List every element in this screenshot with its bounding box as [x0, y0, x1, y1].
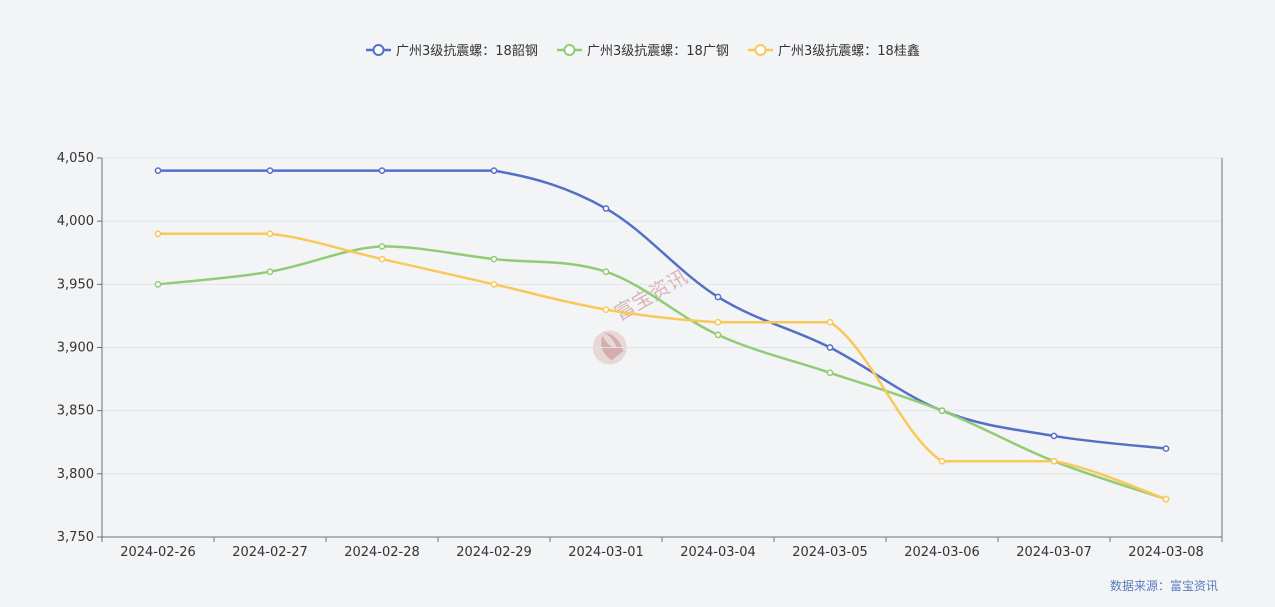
series-group	[154, 230, 1170, 503]
legend-marker-icon	[372, 44, 385, 56]
series-group	[154, 167, 1170, 452]
x-tick-label: 2024-03-07	[1016, 545, 1092, 560]
grid	[102, 157, 1222, 475]
data-point[interactable]	[938, 457, 946, 465]
source-label: 数据来源：富宝资讯	[1110, 578, 1218, 593]
y-tick-label: 4,000	[57, 214, 94, 229]
series-line	[157, 245, 1167, 501]
x-tick-label: 2024-03-06	[904, 545, 980, 560]
data-point[interactable]	[602, 205, 610, 212]
data-point[interactable]	[154, 167, 162, 174]
data-point[interactable]	[714, 331, 722, 339]
data-point[interactable]	[1050, 432, 1058, 440]
legend-label: 广州3级抗震螺：18广钢	[587, 44, 729, 59]
data-point[interactable]	[938, 407, 946, 415]
y-tick-label: 3,900	[57, 341, 94, 356]
data-point[interactable]	[714, 293, 722, 301]
series	[154, 167, 1170, 503]
y-tick-label: 3,800	[57, 467, 94, 482]
x-tick-label: 2024-02-27	[232, 545, 308, 560]
data-point[interactable]	[826, 344, 834, 351]
data-point[interactable]	[1162, 495, 1170, 503]
data-point[interactable]	[714, 318, 722, 326]
legend-item[interactable]: 广州3级抗震螺：18韶钢	[366, 43, 538, 59]
legend[interactable]: 广州3级抗震螺：18韶钢 广州3级抗震螺：18广钢 广州3级抗震螺：18桂鑫	[366, 43, 920, 59]
x-tick-label: 2024-03-01	[568, 545, 644, 560]
data-point[interactable]	[490, 255, 498, 263]
data-point[interactable]	[1162, 445, 1170, 452]
data-point[interactable]	[266, 167, 274, 174]
data-point[interactable]	[1050, 457, 1058, 465]
legend-label: 广州3级抗震螺：18韶钢	[396, 43, 538, 59]
data-point[interactable]	[602, 268, 610, 276]
legend-label: 广州3级抗震螺：18桂鑫	[778, 43, 920, 59]
series-group	[154, 243, 1170, 503]
data-point[interactable]	[154, 230, 162, 238]
data-point[interactable]	[378, 167, 386, 174]
data-point[interactable]	[378, 243, 386, 250]
data-point[interactable]	[378, 255, 386, 263]
x-tick-label: 2024-03-05	[792, 545, 868, 560]
data-point[interactable]	[826, 318, 834, 326]
axes: 3,750 3,800 3,850 3,900 3,950 4,000 4,050 2024-…	[57, 151, 1223, 560]
x-tick-label: 2024-03-04	[680, 545, 756, 560]
y-tick-label: 4,050	[57, 151, 94, 166]
legend-item[interactable]: 广州3级抗震螺：18广钢	[557, 44, 729, 59]
legend-marker-icon	[563, 44, 576, 56]
data-point[interactable]	[602, 306, 610, 313]
data-point[interactable]	[490, 167, 498, 174]
y-tick-label: 3,950	[57, 277, 94, 292]
series-line	[158, 169, 1167, 450]
legend-marker-icon	[754, 44, 767, 56]
watermark-flame-icon	[601, 332, 624, 361]
data-point[interactable]	[154, 280, 162, 288]
x-tick-label: 2024-02-28	[344, 545, 420, 560]
y-tick-label: 3,850	[57, 404, 94, 419]
x-tick-label: 2024-02-29	[456, 545, 532, 560]
x-tick-label: 2024-03-08	[1128, 545, 1204, 560]
y-tick-label: 3,750	[57, 530, 94, 545]
data-point[interactable]	[266, 230, 274, 238]
legend-item[interactable]: 广州3级抗震螺：18桂鑫	[748, 43, 920, 59]
x-tick-label: 2024-02-26	[120, 545, 196, 560]
data-point[interactable]	[826, 369, 834, 377]
series-line	[158, 232, 1167, 501]
data-point[interactable]	[490, 280, 498, 288]
data-point[interactable]	[266, 268, 274, 276]
